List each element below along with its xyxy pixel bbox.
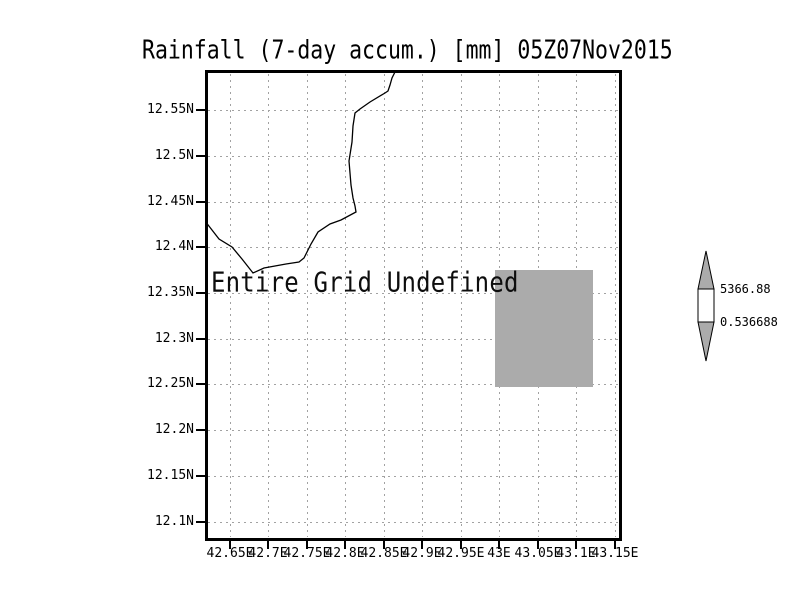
y-axis-label: 12.55N [147, 102, 194, 117]
y-axis-label: 12.15N [147, 468, 194, 483]
grid-line-vertical [268, 74, 269, 537]
y-axis-label: 12.2N [154, 422, 194, 437]
grid-line-horizontal [208, 476, 619, 477]
x-axis-label: 42.8E [325, 546, 365, 561]
annotation-entire-grid-undefined: Entire Grid Undefined [211, 266, 519, 299]
colorbar-box [697, 288, 715, 323]
grid-line-horizontal [208, 202, 619, 203]
x-axis-tick [614, 541, 616, 549]
grid-line-horizontal [208, 522, 619, 523]
y-axis-tick [196, 155, 205, 157]
y-axis-tick [196, 246, 205, 248]
x-axis-tick [498, 541, 500, 549]
y-axis-tick [196, 429, 205, 431]
y-axis-tick [196, 292, 205, 294]
x-axis-tick [460, 541, 462, 549]
grid-line-vertical [230, 74, 231, 537]
x-axis-tick [267, 541, 269, 549]
grid-line-vertical [345, 74, 346, 537]
x-axis-label: 43.05E [514, 546, 562, 561]
x-axis-label: 42.65E [206, 546, 254, 561]
x-axis-label: 43.1E [556, 546, 596, 561]
colorbar [697, 250, 715, 362]
grid-line-horizontal [208, 339, 619, 340]
grid-line-vertical [422, 74, 423, 537]
x-axis-label: 42.95E [437, 546, 485, 561]
y-axis-tick [196, 201, 205, 203]
colorbar-min-label: 0.536688 [720, 315, 778, 329]
x-axis-tick [344, 541, 346, 549]
y-axis-label: 12.5N [154, 148, 194, 163]
grid-line-horizontal [208, 156, 619, 157]
x-axis-tick [537, 541, 539, 549]
x-axis-label: 42.85E [360, 546, 408, 561]
y-axis-label: 12.1N [154, 514, 194, 529]
y-axis-label: 12.4N [154, 239, 194, 254]
grid-line-vertical [307, 74, 308, 537]
plot-frame [205, 70, 622, 541]
y-axis-tick [196, 109, 205, 111]
x-axis-label: 42.9E [402, 546, 442, 561]
grid-line-horizontal [208, 293, 619, 294]
y-axis-tick [196, 383, 205, 385]
x-axis-tick [575, 541, 577, 549]
x-axis-tick [383, 541, 385, 549]
x-axis-label: 43.15E [591, 546, 639, 561]
grid-line-vertical [615, 74, 616, 537]
y-axis-tick [196, 338, 205, 340]
y-axis-label: 12.25N [147, 376, 194, 391]
undefined-data-region [495, 270, 593, 387]
y-axis-tick [196, 521, 205, 523]
grid-line-vertical [461, 74, 462, 537]
x-axis-tick [306, 541, 308, 549]
colorbar-max-label: 5366.88 [720, 282, 771, 296]
colorbar-bottom-arrow [697, 321, 715, 362]
y-axis-label: 12.35N [147, 285, 194, 300]
grid-line-vertical [384, 74, 385, 537]
x-axis-tick [421, 541, 423, 549]
y-axis-tick [196, 475, 205, 477]
coastline [205, 70, 397, 274]
x-axis-tick [229, 541, 231, 549]
grid-line-horizontal [208, 247, 619, 248]
coastline-map [205, 70, 397, 274]
colorbar-top-arrow [697, 250, 715, 290]
plot-title: Rainfall (7-day accum.) [mm] 05Z07Nov201… [142, 36, 673, 66]
y-axis-label: 12.45N [147, 194, 194, 209]
grid-line-horizontal [208, 430, 619, 431]
x-axis-label: 42.75E [283, 546, 331, 561]
grid-line-horizontal [208, 110, 619, 111]
y-axis-label: 12.3N [154, 331, 194, 346]
x-axis-label: 42.7E [248, 546, 288, 561]
x-axis-label: 43E [487, 546, 511, 561]
grid-line-horizontal [208, 384, 619, 385]
